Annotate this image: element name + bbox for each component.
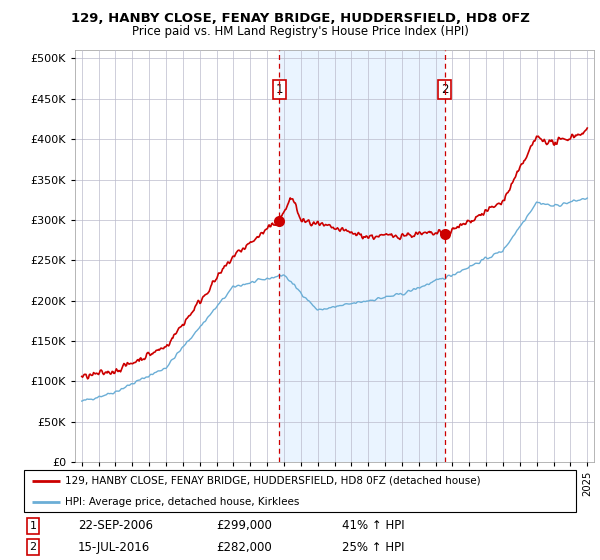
Text: 41% ↑ HPI: 41% ↑ HPI	[342, 519, 404, 533]
Text: 25% ↑ HPI: 25% ↑ HPI	[342, 540, 404, 554]
Text: 1: 1	[29, 521, 37, 531]
Text: 22-SEP-2006: 22-SEP-2006	[78, 519, 153, 533]
Text: 2: 2	[29, 542, 37, 552]
Text: 129, HANBY CLOSE, FENAY BRIDGE, HUDDERSFIELD, HD8 0FZ: 129, HANBY CLOSE, FENAY BRIDGE, HUDDERSF…	[71, 12, 529, 25]
Text: £299,000: £299,000	[216, 519, 272, 533]
Text: £282,000: £282,000	[216, 540, 272, 554]
Text: 129, HANBY CLOSE, FENAY BRIDGE, HUDDERSFIELD, HD8 0FZ (detached house): 129, HANBY CLOSE, FENAY BRIDGE, HUDDERSF…	[65, 476, 481, 486]
Text: 1: 1	[275, 83, 283, 96]
Text: Price paid vs. HM Land Registry's House Price Index (HPI): Price paid vs. HM Land Registry's House …	[131, 25, 469, 38]
Text: 15-JUL-2016: 15-JUL-2016	[78, 540, 150, 554]
Bar	[279, 50, 445, 462]
Text: HPI: Average price, detached house, Kirklees: HPI: Average price, detached house, Kirk…	[65, 497, 300, 507]
Text: 2: 2	[441, 83, 448, 96]
